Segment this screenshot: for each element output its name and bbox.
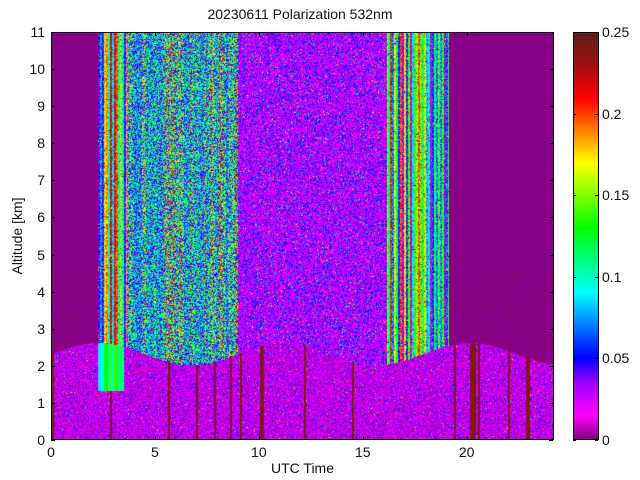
colorbar-tick-mark <box>573 440 576 441</box>
colorbar-tick-label: 0.05 <box>602 350 630 367</box>
x-tick-mark <box>258 436 260 440</box>
colorbar-tick-label: 0.15 <box>602 187 630 204</box>
x-tick-label: 10 <box>251 444 267 460</box>
y-tick-mark <box>549 106 553 108</box>
plot-area <box>51 32 554 440</box>
colorbar-tick-mark <box>573 113 576 115</box>
colorbar <box>573 32 599 440</box>
y-axis-label: Altitude [km] <box>9 197 25 275</box>
chart-title: 20230611 Polarization 532nm <box>207 6 393 22</box>
x-tick-mark <box>154 32 156 36</box>
colorbar-tick-label: 0.1 <box>602 268 622 285</box>
x-tick-label: 20 <box>458 444 475 460</box>
y-tick-mark <box>549 69 553 71</box>
y-tick-mark <box>51 440 55 441</box>
y-tick-label: 2 <box>37 357 45 374</box>
x-tick-label: 0 <box>47 444 55 460</box>
colorbar-tick-mark <box>573 195 576 197</box>
colorbar-tick-mark <box>595 32 598 33</box>
y-tick-mark <box>51 402 55 404</box>
y-tick-label: 6 <box>37 209 45 226</box>
y-tick-mark <box>549 32 553 33</box>
x-tick-mark <box>362 436 364 440</box>
y-tick-mark <box>549 143 553 145</box>
y-tick-mark <box>549 402 553 404</box>
colorbar-tick-mark <box>573 358 576 360</box>
colorbar-tick-mark <box>595 195 598 197</box>
x-tick-mark <box>466 436 468 440</box>
colorbar-tick-mark <box>595 113 598 115</box>
x-tick-mark <box>51 436 52 440</box>
y-tick-mark <box>51 328 55 330</box>
y-tick-label: 7 <box>37 172 45 189</box>
x-tick-mark <box>258 32 260 36</box>
y-tick-mark <box>51 143 55 145</box>
y-tick-mark <box>549 291 553 293</box>
colorbar-tick-mark <box>595 276 598 278</box>
colorbar-tick-mark <box>595 440 598 441</box>
y-tick-label: 0 <box>37 432 45 448</box>
y-tick-mark <box>549 254 553 256</box>
x-tick-mark <box>466 32 468 36</box>
colorbar-gradient <box>574 33 598 439</box>
colorbar-tick-label: 0.25 <box>602 24 630 40</box>
colorbar-tick-label: 0.2 <box>602 105 622 122</box>
heatmap-canvas <box>52 33 553 439</box>
x-axis-label: UTC Time <box>271 460 334 476</box>
y-tick-mark <box>51 180 55 182</box>
y-tick-label: 8 <box>37 135 45 152</box>
y-tick-mark <box>51 291 55 293</box>
colorbar-tick-mark <box>573 32 576 33</box>
x-tick-label: 5 <box>151 444 159 460</box>
y-tick-mark <box>549 180 553 182</box>
y-tick-label: 3 <box>37 320 45 337</box>
y-tick-mark <box>549 365 553 367</box>
y-tick-mark <box>549 328 553 330</box>
y-tick-label: 1 <box>37 394 45 411</box>
y-tick-label: 9 <box>37 98 45 115</box>
x-tick-mark <box>154 436 156 440</box>
y-tick-label: 10 <box>29 61 45 78</box>
y-tick-mark <box>51 217 55 219</box>
y-tick-mark <box>51 254 55 256</box>
y-tick-label: 4 <box>37 283 45 300</box>
y-tick-mark <box>51 32 55 33</box>
x-tick-mark <box>362 32 364 36</box>
y-tick-label: 5 <box>37 246 45 263</box>
colorbar-tick-label: 0 <box>602 432 610 448</box>
colorbar-tick-mark <box>595 358 598 360</box>
y-tick-mark <box>51 106 55 108</box>
y-tick-mark <box>549 217 553 219</box>
x-tick-mark <box>51 32 52 36</box>
x-tick-label: 15 <box>354 444 371 460</box>
y-tick-mark <box>51 69 55 71</box>
colorbar-tick-mark <box>573 276 576 278</box>
y-tick-mark <box>549 440 553 441</box>
y-tick-label: 11 <box>30 24 45 40</box>
y-tick-mark <box>51 365 55 367</box>
